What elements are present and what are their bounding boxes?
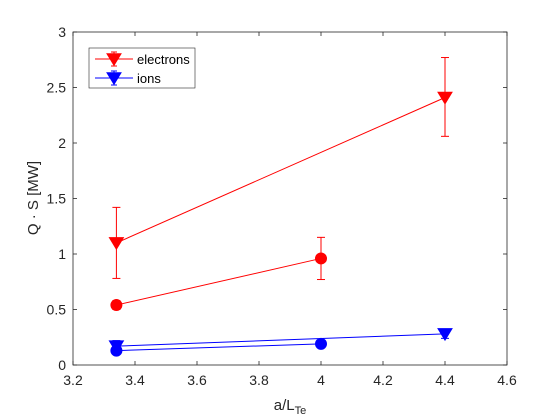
series-ions — [108, 328, 453, 354]
x-tick-label: 3.2 — [63, 372, 83, 388]
x-tick-label: 3.6 — [187, 372, 207, 388]
y-tick-label: 0.5 — [47, 302, 67, 318]
series-line — [116, 343, 322, 352]
legend-box — [88, 47, 196, 89]
y-axis-label: Q · S [MW] — [25, 161, 42, 235]
x-tick-label: 3.8 — [249, 372, 269, 388]
data-point — [110, 299, 123, 312]
x-tick-label: 4 — [317, 372, 325, 388]
y-tick-label: 0 — [58, 357, 66, 373]
legend-marker — [106, 53, 122, 67]
legend-entries: electrons ions — [95, 51, 190, 86]
x-tick-label: 4.2 — [373, 372, 393, 388]
series-line — [116, 97, 446, 244]
series-group-1 — [110, 236, 327, 312]
data-point — [108, 237, 125, 251]
series-line — [116, 333, 446, 347]
tick-layer: 3.2 3.4 3.6 3.8 4 4.2 4.4 4.6 0 0.5 1 1.5 2 2.5 3 — [47, 24, 517, 388]
y-tick-label: 2.5 — [47, 80, 67, 96]
legend-item-ions: ions — [95, 70, 161, 86]
y-tick-label: 2 — [58, 135, 66, 151]
series-electrons — [108, 57, 453, 279]
y-tick-label: 1 — [58, 246, 66, 262]
x-tick-label: 4.6 — [497, 372, 517, 388]
data-point — [110, 344, 123, 357]
data-point — [437, 328, 453, 342]
series-layer — [108, 57, 453, 357]
data-point — [315, 337, 327, 350]
legend: electrons ions — [88, 47, 196, 89]
legend-label: ions — [137, 71, 161, 86]
y-tick-label: 1.5 — [47, 191, 67, 207]
x-tick-label: 3.4 — [125, 372, 145, 388]
legend-item-electrons: electrons — [95, 51, 190, 67]
data-point — [437, 91, 453, 105]
x-tick-label: 4.4 — [435, 372, 455, 388]
legend-label: electrons — [137, 52, 190, 67]
data-point — [315, 252, 327, 265]
legend-marker — [106, 72, 122, 86]
y-tick-label: 3 — [58, 24, 66, 40]
series-line — [116, 257, 322, 306]
x-axis-label: a/LTe — [274, 397, 306, 417]
series-group-3 — [110, 337, 327, 357]
